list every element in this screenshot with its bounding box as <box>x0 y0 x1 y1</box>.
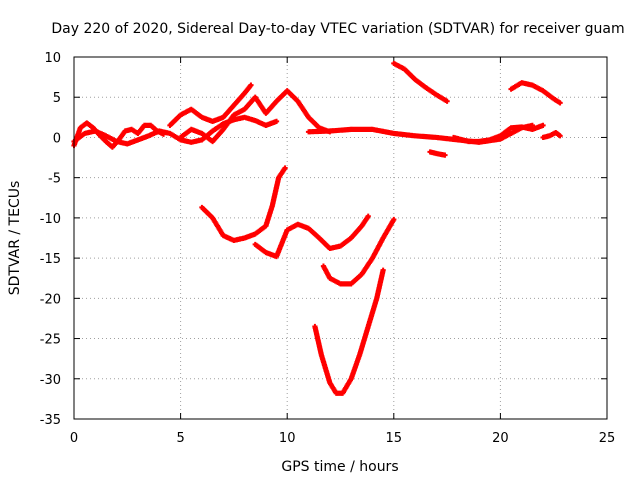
series-arc-9 <box>508 80 563 106</box>
data-point-run <box>392 130 417 139</box>
data-point <box>442 152 448 158</box>
data-point-run <box>296 99 311 119</box>
data-point-run <box>285 89 300 103</box>
data-point-run <box>306 115 321 130</box>
data-point-run <box>143 122 152 128</box>
data-point-run <box>554 130 562 138</box>
y-tick-label: 10 <box>44 51 61 66</box>
data-point-run <box>374 269 386 300</box>
data-points <box>71 60 563 396</box>
data-point-run <box>307 128 331 135</box>
data-point <box>248 82 254 88</box>
data-point-run <box>402 67 417 82</box>
data-point-run <box>414 133 438 140</box>
data-point-run <box>270 176 281 207</box>
data-point-run <box>210 127 225 143</box>
data-point <box>282 165 288 171</box>
data-point <box>444 98 450 104</box>
series-arc-11 <box>199 165 288 244</box>
data-point-run <box>210 216 226 237</box>
y-tick-label: -35 <box>40 413 61 428</box>
data-point-run <box>168 113 183 127</box>
data-point-run <box>335 390 344 396</box>
plot-border <box>73 56 608 420</box>
x-tick-label: 25 <box>599 431 616 446</box>
data-point-run <box>366 297 379 328</box>
data-point <box>365 213 371 219</box>
x-tick-label: 15 <box>386 431 403 446</box>
chart-title: Day 220 of 2020, Sidereal Day-to-day VTE… <box>51 21 624 37</box>
data-point-run <box>349 353 362 380</box>
ticks: 0 5 10 15 20 25 -35 -30 -25 -20 -15 -10 -5 0 5 10 <box>40 51 616 446</box>
x-tick-label: 10 <box>279 431 296 446</box>
data-point-run <box>242 95 257 111</box>
data-point-run <box>349 272 364 286</box>
y-tick-label: -20 <box>40 292 61 307</box>
data-point-run <box>371 127 395 136</box>
data-point-run <box>350 126 374 132</box>
data-point <box>540 122 546 128</box>
series-arc-8 <box>450 122 546 145</box>
data-point-run <box>370 236 386 260</box>
y-tick-label: 0 <box>53 131 61 146</box>
data-point-run <box>340 377 353 395</box>
series-arc-13 <box>320 216 397 287</box>
data-point-run <box>98 133 108 143</box>
data-point-run <box>232 91 247 107</box>
data-point-run <box>307 226 321 240</box>
data-point-run <box>381 218 396 240</box>
series-arc-14 <box>312 267 386 396</box>
data-point <box>557 133 563 139</box>
y-tick-label: -10 <box>40 212 61 227</box>
y-tick-label: -25 <box>40 333 61 348</box>
data-point-run <box>357 325 371 356</box>
series-arc-10 <box>540 130 563 141</box>
y-tick-label: -30 <box>40 373 61 388</box>
data-point <box>557 100 563 106</box>
grid <box>74 57 607 419</box>
data-point-run <box>253 95 268 115</box>
y-tick-label: -15 <box>40 252 61 267</box>
data-point-run <box>264 99 279 115</box>
data-point-run <box>263 204 275 228</box>
series-arc-3 <box>167 82 254 128</box>
data-point-run <box>319 353 332 384</box>
data-point-run <box>221 103 236 119</box>
series-arc-6 <box>391 60 450 104</box>
data-point-run <box>274 228 290 258</box>
series-arc-12 <box>252 213 371 260</box>
x-tick-label: 20 <box>492 431 509 446</box>
y-tick-label: 5 <box>53 91 61 106</box>
series-arc-2 <box>71 114 280 147</box>
data-point-run <box>360 256 375 276</box>
data-point <box>273 118 280 124</box>
data-point-run <box>349 224 364 240</box>
x-tick-label: 0 <box>70 431 78 446</box>
data-point-run <box>328 126 353 134</box>
data-point-run <box>200 205 215 220</box>
data-point-run <box>221 113 236 131</box>
x-axis-label: GPS time / hours <box>281 459 398 475</box>
data-point <box>391 216 397 223</box>
series-arc-4 <box>178 88 333 145</box>
y-tick-label: -5 <box>48 172 61 187</box>
data-point-run <box>312 325 324 356</box>
x-tick-label: 5 <box>176 431 184 446</box>
series-arc-7 <box>427 149 448 158</box>
series-arc-1 <box>71 120 167 150</box>
y-axis-label: SDTVAR / TECUs <box>7 181 23 296</box>
data-point <box>380 267 386 273</box>
